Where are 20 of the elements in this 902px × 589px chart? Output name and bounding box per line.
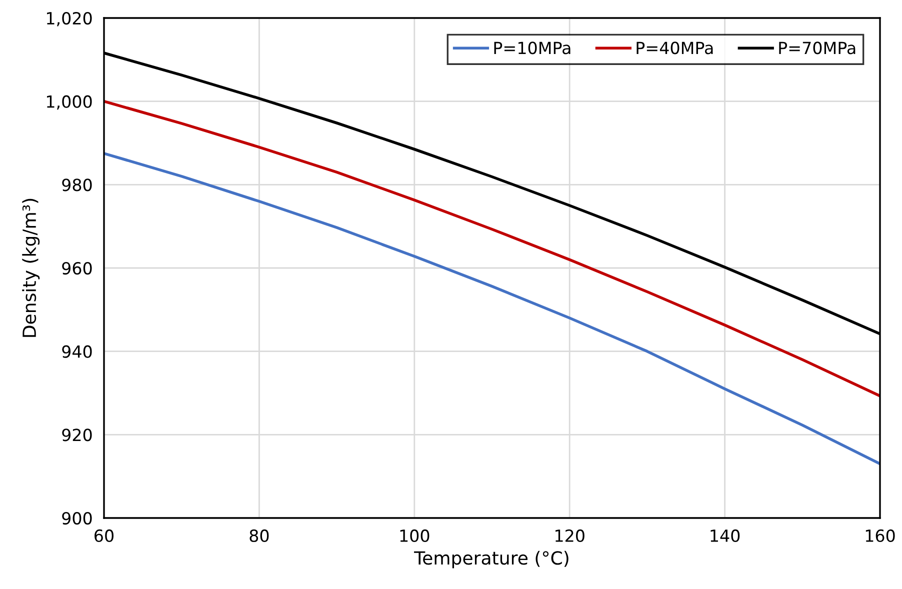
x-tick-label: 100 <box>400 529 430 542</box>
legend-label: P=70MPa <box>779 42 856 54</box>
y-axis-title: Density (kg/m³) <box>22 198 40 337</box>
line-series <box>104 152 880 466</box>
x-tick-label: 140 <box>710 529 740 542</box>
y-tick-label: 1,020 <box>47 12 92 26</box>
legend-label: P=40MPa <box>636 42 713 54</box>
x-tick-label: 80 <box>250 529 269 542</box>
y-tick-label: 1,000 <box>47 95 92 110</box>
y-tick-label: 940 <box>62 345 92 358</box>
y-tick-label: 920 <box>62 428 92 442</box>
x-tick-label: 120 <box>556 529 584 542</box>
x-tick-label: 160 <box>866 529 895 542</box>
legend-label: P=10MPa <box>494 42 570 54</box>
y-tick-label: 900 <box>62 512 92 525</box>
x-tick-label: 60 <box>94 529 114 542</box>
x-axis-title: Temperature (°C) <box>414 550 568 568</box>
y-tick-label: 980 <box>62 178 92 192</box>
y-tick-label: 960 <box>62 262 92 275</box>
line-series <box>104 100 880 398</box>
